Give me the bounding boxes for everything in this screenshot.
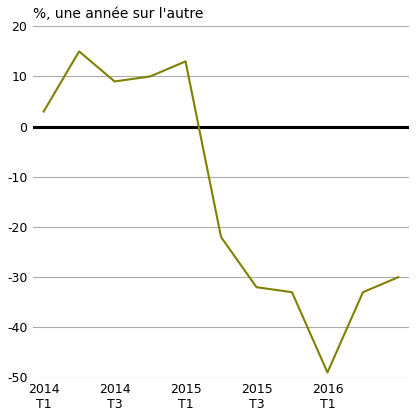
Text: %, une année sur l'autre: %, une année sur l'autre <box>33 7 203 21</box>
